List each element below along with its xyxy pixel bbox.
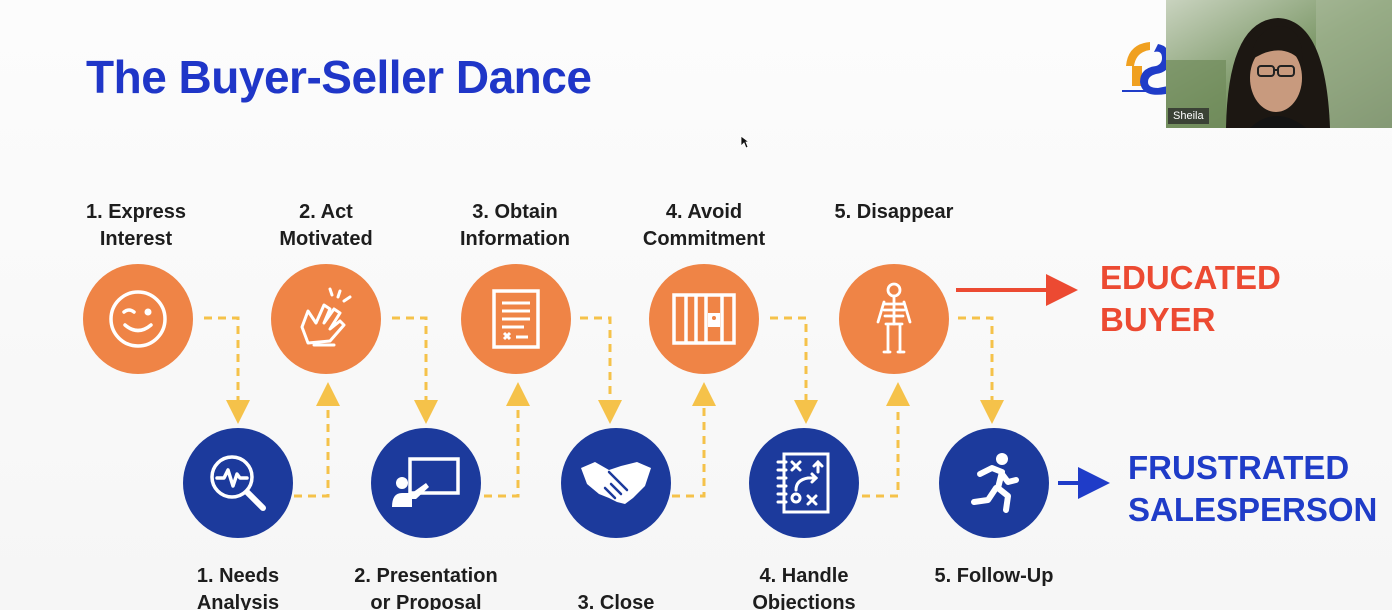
- buyer-step-5-label: 5. Disappear: [834, 201, 954, 223]
- mouse-cursor-icon: [740, 135, 750, 149]
- participant-name-tag: Sheila: [1168, 108, 1209, 124]
- seller-step-1-circle: [183, 428, 293, 538]
- frustrated-salesperson-outcome: FRUSTRATED SALESPERSON: [1128, 449, 1378, 528]
- seller-step-5-circle: [939, 428, 1049, 538]
- clapping-hands-icon: [300, 287, 352, 347]
- slide-title: The Buyer-Seller Dance: [86, 51, 592, 103]
- buyer-step-1-label: 1. Express Interest: [85, 201, 187, 250]
- jail-bars-icon: [672, 293, 736, 345]
- connector-bottom2-to-top3: [484, 382, 530, 498]
- seller-step-3-label-group: 3. Close (or attempt to): [521, 563, 711, 610]
- buyer-step-2-label: 2. Act Motivated: [279, 201, 373, 250]
- seller-step-2-label: 2. Presentation or Proposal: [354, 565, 498, 610]
- document-icon: [492, 289, 540, 349]
- buyer-step-3-circle: [461, 264, 571, 374]
- educated-buyer-outcome: EDUCATED BUYER: [1100, 259, 1281, 338]
- participant-video-feed: [1166, 0, 1392, 128]
- running-person-icon: [971, 453, 1019, 513]
- connector-top5-to-bottom5: [958, 316, 1004, 424]
- seller-step-3-label: 3. Close: [577, 592, 655, 610]
- seller-step-2-circle: [371, 428, 481, 538]
- strategy-playbook-icon: [776, 452, 830, 514]
- participant-video[interactable]: Sheila: [1166, 0, 1392, 128]
- buyer-step-4-label: 4. Avoid Commitment: [642, 201, 766, 250]
- company-logo: [1122, 42, 1170, 95]
- handshake-icon: [581, 462, 651, 504]
- connector-bottom3-to-top4: [672, 382, 716, 498]
- connector-top3-to-bottom3: [580, 316, 622, 424]
- seller-step-5-label: 5. Follow-Up: [934, 565, 1054, 587]
- connector-top4-to-bottom4: [770, 316, 818, 424]
- magnifier-pulse-icon: [210, 455, 266, 511]
- connector-top2-to-bottom2: [392, 316, 438, 424]
- seller-step-1-label: 1. Needs Analysis: [196, 565, 280, 610]
- winking-face-icon: [109, 290, 167, 348]
- seller-step-4-label: 4. Handle Objections: [752, 565, 856, 610]
- buyer-step-4-circle: [649, 264, 759, 374]
- skeleton-icon: [876, 282, 912, 354]
- buyer-step-1-circle: [83, 264, 193, 374]
- connector-bottom1-to-top2: [294, 382, 340, 498]
- seller-step-3-circle: [561, 428, 671, 538]
- connector-bottom4-to-top5: [862, 382, 910, 498]
- connector-top1-to-bottom1: [204, 316, 250, 424]
- presenter-board-icon: [392, 457, 460, 507]
- buyer-step-5-circle: [839, 264, 949, 374]
- seller-step-4-circle: [749, 428, 859, 538]
- buyer-step-2-circle: [271, 264, 381, 374]
- buyer-step-3-label: 3. Obtain Information: [460, 201, 570, 250]
